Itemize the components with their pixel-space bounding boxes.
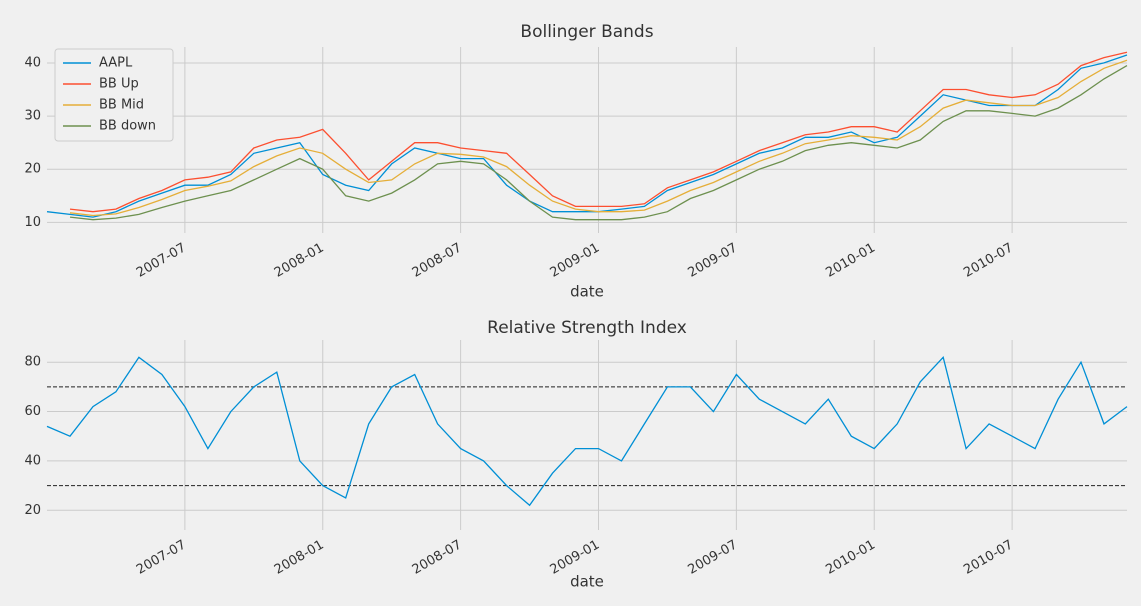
y-tick-label: 40	[24, 453, 41, 468]
series-line	[46, 54, 1128, 218]
chart-title: Relative Strength Index	[487, 318, 687, 338]
y-tick-label: 30	[24, 109, 41, 124]
x-axis-label: date	[570, 573, 604, 591]
x-tick-label: 2008-01	[272, 538, 327, 578]
x-tick-label: 2009-07	[686, 241, 741, 281]
x-tick-label: 2009-07	[686, 538, 741, 578]
x-tick-label: 2008-07	[410, 241, 465, 281]
x-tick-label: 2010-07	[961, 538, 1016, 578]
legend-label: BB Mid	[99, 98, 144, 113]
series-line	[46, 355, 1128, 507]
legend-label: BB down	[99, 119, 156, 134]
chart-title: Bollinger Bands	[520, 22, 653, 42]
series-line	[69, 59, 1128, 217]
x-tick-label: 2010-01	[823, 538, 878, 578]
y-tick-label: 40	[24, 55, 41, 70]
x-axis-label: date	[570, 283, 604, 301]
x-tick-label: 2008-07	[410, 538, 465, 578]
x-tick-label: 2007-07	[134, 241, 189, 281]
x-tick-label: 2010-01	[823, 241, 878, 281]
x-tick-label: 2008-01	[272, 241, 327, 281]
x-tick-label: 2009-01	[548, 241, 603, 281]
x-tick-label: 2007-07	[134, 538, 189, 578]
x-tick-label: 2010-07	[961, 241, 1016, 281]
series-line	[69, 65, 1128, 221]
legend-box	[54, 48, 174, 142]
y-tick-label: 20	[24, 162, 41, 177]
y-tick-label: 60	[24, 404, 41, 419]
y-tick-label: 80	[24, 355, 41, 370]
y-tick-label: 10	[24, 215, 41, 230]
legend-label: AAPL	[99, 56, 133, 71]
y-tick-label: 20	[24, 503, 41, 518]
series-line	[69, 51, 1128, 213]
legend-label: BB Up	[99, 77, 139, 92]
legend: AAPL BB Up BB Mid BB down	[54, 48, 174, 142]
